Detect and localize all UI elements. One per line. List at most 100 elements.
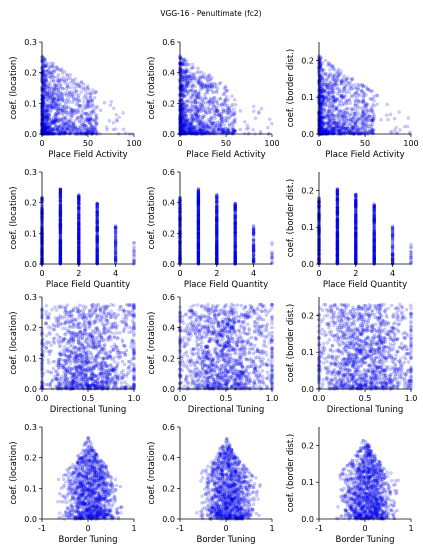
data-point: [185, 104, 190, 108]
data-point: [54, 83, 58, 87]
data-point: [362, 115, 366, 119]
data-point: [356, 99, 361, 103]
data-point: [336, 113, 340, 117]
data-point: [202, 114, 207, 119]
data-point: [50, 87, 54, 91]
data-point: [227, 115, 232, 120]
data-point: [224, 95, 229, 99]
data-point: [58, 187, 63, 191]
data-point: [197, 119, 202, 124]
x-tick-label: 4: [113, 269, 118, 278]
data-point: [337, 87, 342, 91]
data-point: [319, 88, 323, 92]
data-point: [62, 69, 67, 74]
data-point: [251, 104, 256, 109]
data-point: [212, 99, 216, 103]
data-point: [64, 87, 68, 91]
y-axis-label: coef. (border dist.): [286, 49, 296, 128]
data-point: [194, 123, 199, 128]
data-point: [186, 99, 190, 104]
data-point: [88, 93, 93, 97]
data-point: [78, 104, 82, 108]
data-point: [216, 86, 220, 91]
data-point: [77, 202, 81, 206]
data-point: [356, 109, 360, 114]
data-point: [266, 125, 270, 130]
data-point: [365, 102, 369, 106]
y-tick-label: 0.2: [162, 99, 175, 108]
data-point: [252, 109, 256, 113]
data-point: [95, 121, 99, 126]
data-point: [58, 206, 63, 210]
data-point: [219, 116, 223, 121]
data-point: [58, 227, 63, 231]
data-point: [259, 107, 264, 111]
data-point: [84, 124, 88, 128]
x-axis-label: Place Field Activity: [48, 150, 127, 160]
data-point: [81, 123, 85, 127]
data-point: [111, 127, 116, 132]
data-point: [82, 131, 86, 136]
data-point: [113, 243, 118, 248]
data-point: [77, 84, 82, 88]
data-point: [58, 195, 63, 199]
data-point: [222, 92, 227, 96]
data-point: [69, 85, 73, 89]
data-point: [58, 253, 63, 258]
data-point: [47, 91, 51, 96]
data-point: [189, 97, 193, 101]
data-point: [183, 63, 187, 67]
data-point: [188, 107, 192, 112]
data-point: [64, 110, 68, 115]
data-point: [366, 87, 370, 91]
data-point: [92, 96, 97, 100]
data-point: [320, 97, 325, 102]
data-point: [66, 100, 70, 105]
data-point: [325, 121, 329, 126]
data-point: [374, 93, 379, 98]
data-point: [349, 106, 354, 111]
data-point: [372, 116, 376, 121]
data-point: [184, 82, 188, 87]
data-point: [46, 94, 50, 98]
data-point: [60, 116, 64, 121]
y-axis-label: coef. (location): [9, 186, 19, 249]
data-point: [188, 112, 193, 116]
data-point: [132, 240, 136, 245]
data-point: [47, 101, 51, 106]
data-point: [193, 89, 197, 94]
data-point: [361, 99, 365, 103]
data-point: [198, 74, 203, 79]
data-point: [66, 123, 70, 127]
data-point: [94, 90, 98, 94]
data-points: [317, 54, 412, 136]
data-point: [77, 246, 81, 251]
data-point: [229, 104, 234, 109]
data-point: [46, 108, 50, 112]
data-point: [320, 81, 324, 85]
data-point: [353, 99, 357, 103]
data-point: [48, 124, 52, 129]
data-point: [347, 98, 351, 102]
data-point: [113, 248, 118, 252]
data-point: [232, 107, 236, 111]
data-point: [67, 119, 71, 124]
data-point: [85, 91, 89, 96]
data-point: [361, 91, 366, 95]
data-point: [321, 94, 325, 99]
data-point: [331, 99, 336, 103]
data-point: [379, 117, 383, 122]
data-point: [54, 94, 58, 98]
data-point: [335, 124, 339, 128]
data-point: [58, 222, 63, 226]
data-point: [330, 107, 334, 112]
data-point: [72, 82, 76, 86]
data-point: [48, 129, 52, 134]
data-point: [98, 108, 103, 113]
x-tick-label: 0: [39, 269, 44, 278]
data-point: [329, 84, 333, 88]
data-point: [187, 129, 192, 133]
data-point: [74, 102, 79, 106]
